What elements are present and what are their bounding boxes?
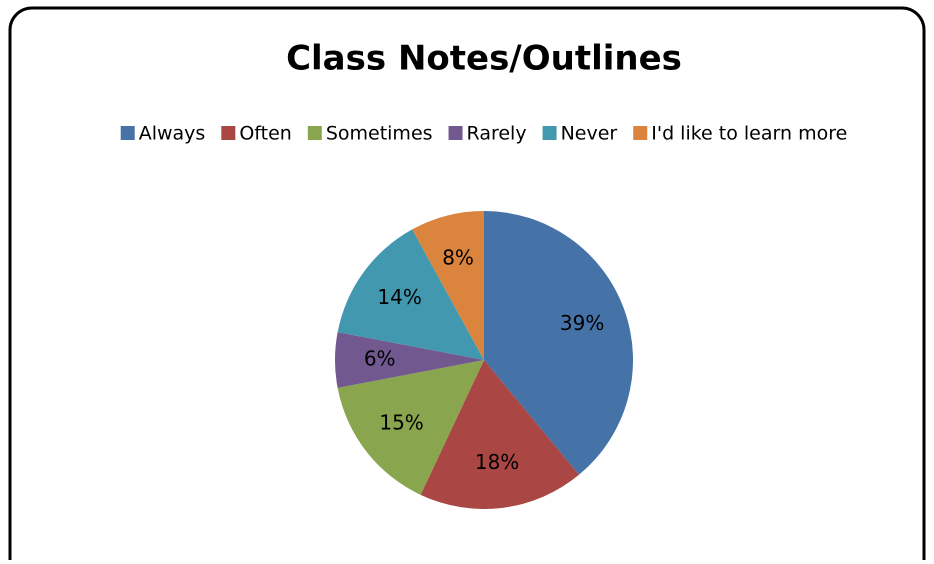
legend: Always Often Sometimes Rarely Never I'd like … — [120, 123, 847, 145]
legend-label: Never — [561, 123, 618, 145]
data-label: 6% — [364, 347, 396, 371]
data-label: 14% — [377, 285, 421, 309]
legend-swatch — [633, 126, 648, 140]
legend-label: I'd like to learn more — [651, 123, 847, 145]
data-label: 39% — [560, 311, 604, 335]
legend-swatch — [542, 126, 557, 140]
legend-swatch — [120, 126, 135, 140]
pie-slice — [484, 211, 634, 475]
legend-swatch — [448, 126, 463, 140]
legend-swatch — [307, 126, 322, 140]
chart-title: Class Notes/Outlines — [286, 39, 682, 79]
pie-slice — [334, 332, 484, 388]
legend-swatch — [221, 126, 236, 140]
data-label: 15% — [379, 410, 423, 434]
data-label: 18% — [475, 450, 519, 474]
legend-label: Sometimes — [326, 123, 433, 145]
pie-slice — [412, 211, 484, 360]
pie-slice — [337, 360, 484, 495]
pie-slice — [337, 229, 484, 360]
legend-label: Always — [139, 123, 206, 145]
pie-slice — [420, 360, 579, 509]
data-label: 8% — [442, 245, 474, 269]
legend-label: Often — [239, 123, 292, 145]
legend-label: Rarely — [467, 123, 527, 145]
